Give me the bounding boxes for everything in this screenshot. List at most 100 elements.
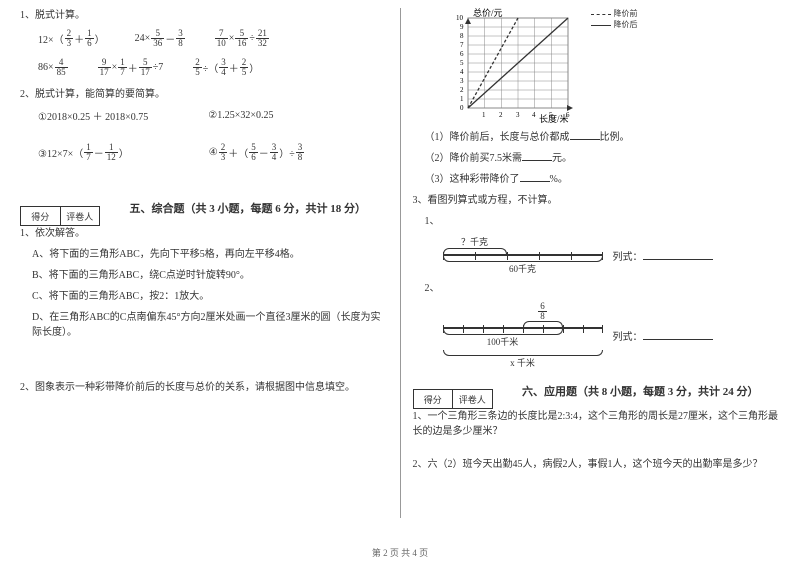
blank xyxy=(643,330,713,340)
q2-title: 2、脱式计算，能简算的要简算。 xyxy=(20,87,388,102)
page-footer: 第 2 页 共 4 页 xyxy=(0,546,800,559)
t: 比例。 xyxy=(600,132,630,143)
t: ＋（ xyxy=(228,145,248,160)
blank xyxy=(522,151,552,161)
blank xyxy=(520,172,550,182)
svg-text:6: 6 xyxy=(460,50,464,58)
score-box: 得分 评卷人 xyxy=(413,389,493,409)
q2d: ④ 23 ＋（ 56 － 34 ）÷ 38 xyxy=(209,143,304,162)
d: 8 xyxy=(176,39,185,48)
d: 32 xyxy=(256,39,269,48)
y-arrow-icon xyxy=(465,18,471,24)
app-q1: 1、一个三角形三条边的长度比是2:3:4，这个三角形的周长是27厘米，这个三角形… xyxy=(413,409,781,439)
q1-title: 1、脱式计算。 xyxy=(20,8,388,23)
svg-text:3: 3 xyxy=(460,77,464,85)
t: ）÷ xyxy=(279,145,295,160)
q2b: ②1.25×32×0.25 xyxy=(208,110,273,121)
chart-svg: 总价/元 xyxy=(453,8,583,123)
brace-icon xyxy=(443,329,563,335)
grader-label: 评卷人 xyxy=(61,207,100,225)
section6-title: 六、应用题（共 8 小题，每题 3 分，共计 24 分） xyxy=(501,383,781,399)
d2-bottom: 100千米 xyxy=(443,335,563,348)
expr-2c: 25 ÷（ 34 ＋ 25 ） xyxy=(193,58,259,77)
d: 6 xyxy=(249,153,258,162)
t: （2）降价前买7.5米需 xyxy=(425,153,523,164)
d: 4 xyxy=(219,68,228,77)
t: 12×（ xyxy=(38,31,64,46)
y-ticks: 012 345 678 910 xyxy=(456,14,464,112)
svg-text:10: 10 xyxy=(456,14,464,22)
t: ） xyxy=(249,60,259,75)
q1-row2: 86× 485 917 × 17 ＋ 517 ÷7 25 ÷（ 34 ＋ 25 … xyxy=(38,58,388,77)
svg-text:4: 4 xyxy=(532,111,536,119)
d: 8 xyxy=(538,312,547,321)
section6-row: 得分 评卷人 六、应用题（共 8 小题，每题 3 分，共计 24 分） xyxy=(413,381,781,409)
t: ④ xyxy=(209,147,218,158)
d: 3 xyxy=(219,153,228,162)
d: 36 xyxy=(151,39,164,48)
score-box: 得分 评卷人 xyxy=(20,206,100,226)
blank xyxy=(570,130,600,140)
legend-after: 降价后 xyxy=(614,20,638,29)
d: 10 xyxy=(215,39,228,48)
score-label: 得分 xyxy=(414,390,454,408)
chart-legend: 降价前 降价后 xyxy=(591,8,638,30)
d: 16 xyxy=(235,39,248,48)
d: 5 xyxy=(193,68,202,77)
d: 7 xyxy=(118,68,127,77)
d: 4 xyxy=(270,153,279,162)
x-arrow-icon xyxy=(567,105,573,111)
t: × xyxy=(112,62,118,73)
d: 7 xyxy=(84,153,93,162)
blank xyxy=(643,250,713,260)
d: 17 xyxy=(98,68,111,77)
column-divider xyxy=(400,8,401,518)
t: × xyxy=(229,33,235,44)
t: （1）降价前后，长度与总价都成 xyxy=(425,132,570,143)
q1-row1: 12×（ 23 ＋ 16 ） 24× 536 － 38 710 × 516 ÷ … xyxy=(38,29,388,48)
q3a: A、将下面的三角形ABC，先向下平移5格，再向左平移4格。 xyxy=(32,247,388,262)
fill-a: （1）降价前后，长度与总价都成 比例。 xyxy=(425,130,781,145)
q3d: D、在三角形ABC的C点南偏东45°方向2厘米处画一个直径3厘米的圆（长度为实际… xyxy=(32,310,388,340)
t: － xyxy=(165,31,175,46)
d1-formula: 列式： xyxy=(613,248,713,263)
q2-row2: ③12×7×（ 17 － 112 ） ④ 23 ＋（ 56 － 34 ）÷ 38 xyxy=(38,143,388,162)
t: ③12×7×（ xyxy=(38,145,83,160)
svg-text:8: 8 xyxy=(460,32,464,40)
svg-text:5: 5 xyxy=(460,59,464,67)
svg-text:2: 2 xyxy=(460,86,464,94)
left-column: 1、脱式计算。 12×（ 23 ＋ 16 ） 24× 536 － 38 710 … xyxy=(20,8,388,528)
diagram-2: 68 100千米 x 千米 列式： xyxy=(443,302,781,369)
t: － xyxy=(259,145,269,160)
q3c: C、将下面的三角形ABC，按2：1放大。 xyxy=(32,289,388,304)
fill-b: （2）降价前买7.5米需 元。 xyxy=(425,151,781,166)
t: ＋ xyxy=(229,60,239,75)
q4: 2、图象表示一种彩带降价前后的长度与总价的关系，请根据图中信息填空。 xyxy=(20,380,388,395)
expr-1b: 24× 536 － 38 xyxy=(135,29,185,48)
y-axis-label: 总价/元 xyxy=(473,8,503,18)
t: 24× xyxy=(135,33,151,44)
expr-1c: 710 × 516 ÷ 2132 xyxy=(215,29,269,48)
expr-1a: 12×（ 23 ＋ 16 ） xyxy=(38,29,105,48)
t: 元。 xyxy=(552,153,572,164)
t: － xyxy=(94,145,104,160)
expr-2a: 86× 485 xyxy=(38,58,68,77)
svg-text:9: 9 xyxy=(460,23,464,31)
expr-2b: 917 × 17 ＋ 517 ÷7 xyxy=(98,58,164,77)
diagram-1: ？千克 60千克 列式： xyxy=(443,235,781,275)
d1-bottom: 60千克 xyxy=(443,262,603,275)
t: %。 xyxy=(550,174,568,185)
d1-top: ？千克 xyxy=(443,235,507,248)
t: ÷ xyxy=(249,33,255,44)
solid-line-icon xyxy=(591,25,611,26)
section5-row: 得分 评卷人 五、综合题（共 3 小题，每题 6 分，共计 18 分） xyxy=(20,198,388,226)
svg-text:4: 4 xyxy=(460,68,464,76)
t: ） xyxy=(119,145,129,160)
q3-title: 1、依次解答。 xyxy=(20,226,388,241)
t: 列式： xyxy=(613,332,643,343)
t: ÷7 xyxy=(153,62,164,73)
d: 85 xyxy=(55,68,68,77)
t: （3）这种彩带降价了 xyxy=(425,174,520,185)
t: ＋ xyxy=(128,60,138,75)
t: ＋ xyxy=(74,31,84,46)
